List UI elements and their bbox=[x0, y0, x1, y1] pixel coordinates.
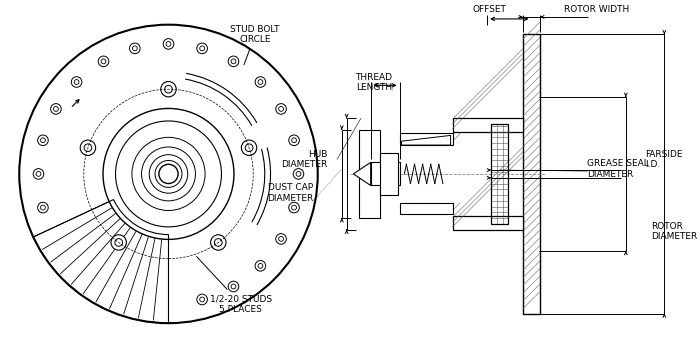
Polygon shape bbox=[402, 135, 451, 145]
Text: FARSIDE
I.D.: FARSIDE I.D. bbox=[645, 150, 682, 169]
Circle shape bbox=[161, 82, 176, 97]
Bar bbox=[400, 134, 452, 145]
Wedge shape bbox=[33, 200, 169, 323]
Text: ROTOR
DIAMETER: ROTOR DIAMETER bbox=[651, 222, 697, 242]
Circle shape bbox=[130, 43, 140, 54]
Circle shape bbox=[276, 234, 286, 244]
Text: THREAD
LENGTH: THREAD LENGTH bbox=[355, 73, 392, 92]
Text: DUST CAP
DIAMETER: DUST CAP DIAMETER bbox=[267, 184, 313, 203]
Bar bbox=[400, 203, 452, 214]
Circle shape bbox=[98, 56, 108, 67]
Circle shape bbox=[289, 202, 300, 213]
Circle shape bbox=[255, 77, 266, 87]
Circle shape bbox=[38, 202, 48, 213]
Polygon shape bbox=[354, 162, 371, 186]
Circle shape bbox=[50, 104, 61, 114]
Circle shape bbox=[111, 235, 127, 250]
Bar bbox=[371, 162, 400, 186]
Circle shape bbox=[163, 39, 174, 49]
Circle shape bbox=[211, 235, 226, 250]
Circle shape bbox=[197, 294, 207, 305]
Bar bbox=[491, 124, 508, 224]
Text: GREASE SEAL
DIAMETER: GREASE SEAL DIAMETER bbox=[587, 159, 649, 179]
Bar bbox=[452, 216, 523, 230]
Text: OFFSET: OFFSET bbox=[473, 5, 506, 14]
Circle shape bbox=[197, 43, 207, 54]
Circle shape bbox=[228, 281, 239, 292]
Bar bbox=[359, 130, 380, 218]
Circle shape bbox=[228, 56, 239, 67]
Bar bbox=[380, 153, 398, 195]
Circle shape bbox=[289, 135, 300, 146]
Text: ROTOR WIDTH: ROTOR WIDTH bbox=[564, 5, 629, 14]
Text: HUB
DIAMETER: HUB DIAMETER bbox=[281, 150, 328, 169]
Circle shape bbox=[276, 104, 286, 114]
Circle shape bbox=[241, 140, 257, 155]
Bar bbox=[452, 118, 523, 132]
Circle shape bbox=[38, 135, 48, 146]
Circle shape bbox=[159, 164, 178, 184]
Circle shape bbox=[293, 169, 304, 179]
Text: STUD BOLT
CIRCLE: STUD BOLT CIRCLE bbox=[230, 25, 280, 65]
Circle shape bbox=[80, 140, 96, 155]
Bar bbox=[523, 34, 540, 314]
Circle shape bbox=[71, 77, 82, 87]
Circle shape bbox=[33, 169, 44, 179]
Circle shape bbox=[255, 261, 266, 271]
Text: 1/2-20 STUDS
5 PLACES: 1/2-20 STUDS 5 PLACES bbox=[197, 256, 272, 314]
